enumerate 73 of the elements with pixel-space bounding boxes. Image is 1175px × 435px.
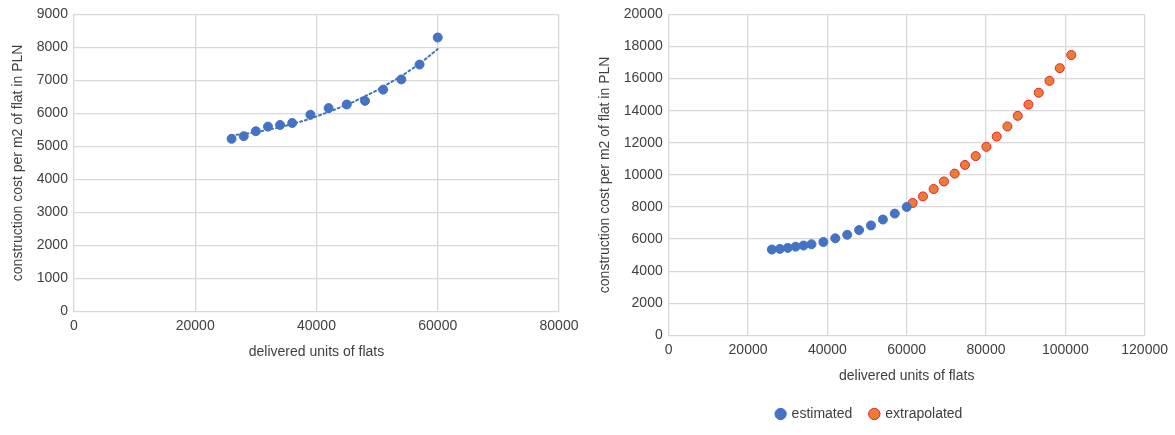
point xyxy=(790,241,801,252)
y-tick-label: 2000 xyxy=(36,236,69,253)
point xyxy=(305,109,316,120)
y-tick-label: 7000 xyxy=(36,71,69,88)
y-tick-label: 4000 xyxy=(36,170,69,187)
point xyxy=(901,202,912,212)
x-tick-label: 60000 xyxy=(887,340,927,357)
point xyxy=(970,151,981,162)
point xyxy=(798,240,809,251)
x-tick-label: 80000 xyxy=(539,316,579,333)
x-tick-label: 20000 xyxy=(728,340,768,357)
y-tick-label: 2000 xyxy=(631,294,663,311)
x-tick-label: 120000 xyxy=(1121,340,1169,357)
point xyxy=(1023,99,1034,110)
y-tick-label: 3000 xyxy=(36,203,69,220)
point xyxy=(991,131,1002,142)
y-tick-label: 9000 xyxy=(36,5,69,22)
y-tick-label: 8000 xyxy=(631,197,663,214)
legend-label: estimated xyxy=(791,404,853,421)
y-tick-label: 8000 xyxy=(36,38,69,55)
point xyxy=(842,229,853,240)
point xyxy=(1054,63,1065,74)
point xyxy=(1012,110,1023,121)
x-tick-label: 40000 xyxy=(297,316,337,333)
point xyxy=(865,220,876,231)
point xyxy=(766,244,777,255)
x-tick-label: 40000 xyxy=(807,340,848,357)
point xyxy=(917,191,928,202)
point xyxy=(959,159,970,170)
y-tick-label: 12000 xyxy=(623,133,663,150)
x-tick-label: 100000 xyxy=(1041,340,1089,357)
point xyxy=(854,225,865,236)
y-tick-label: 6000 xyxy=(631,229,663,246)
y-tick-label: 14000 xyxy=(623,101,663,118)
point xyxy=(830,233,841,244)
point xyxy=(818,236,829,247)
y-axis-title: construction cost per m2 of flat in PLN xyxy=(596,56,613,294)
point xyxy=(806,239,817,250)
x-axis-title: delivered units of flats xyxy=(838,367,975,384)
point xyxy=(938,176,949,187)
x-tick-label: 80000 xyxy=(966,340,1006,357)
point xyxy=(359,95,370,106)
y-axis-title: construction cost per m2 of flat in PLN xyxy=(9,44,26,282)
point xyxy=(949,168,960,179)
point xyxy=(928,184,939,195)
point xyxy=(981,141,992,152)
point xyxy=(1033,87,1044,98)
x-tick-label: 20000 xyxy=(175,316,215,333)
point xyxy=(889,208,900,219)
point xyxy=(275,119,286,130)
y-tick-label: 10000 xyxy=(623,165,663,182)
y-tick-label: 18000 xyxy=(623,37,663,54)
y-tick-label: 4000 xyxy=(631,262,663,279)
y-tick-label: 5000 xyxy=(36,137,69,154)
point xyxy=(877,214,888,225)
point xyxy=(414,59,425,70)
point xyxy=(782,242,793,253)
y-tick-label: 20000 xyxy=(623,5,663,22)
point xyxy=(1066,50,1077,61)
legend-label: extrapolated xyxy=(885,404,963,421)
point xyxy=(774,243,785,254)
point xyxy=(226,133,237,144)
x-axis-title: delivered units of flats xyxy=(248,343,385,360)
point xyxy=(1002,121,1013,132)
point xyxy=(323,103,334,114)
y-tick-label: 0 xyxy=(60,302,69,319)
y-tick-label: 6000 xyxy=(36,104,69,121)
x-tick-label: 60000 xyxy=(418,316,458,333)
point xyxy=(238,131,249,142)
y-tick-label: 16000 xyxy=(623,69,663,86)
point xyxy=(432,32,443,43)
point xyxy=(1044,75,1055,86)
y-tick-label: 1000 xyxy=(36,269,69,286)
